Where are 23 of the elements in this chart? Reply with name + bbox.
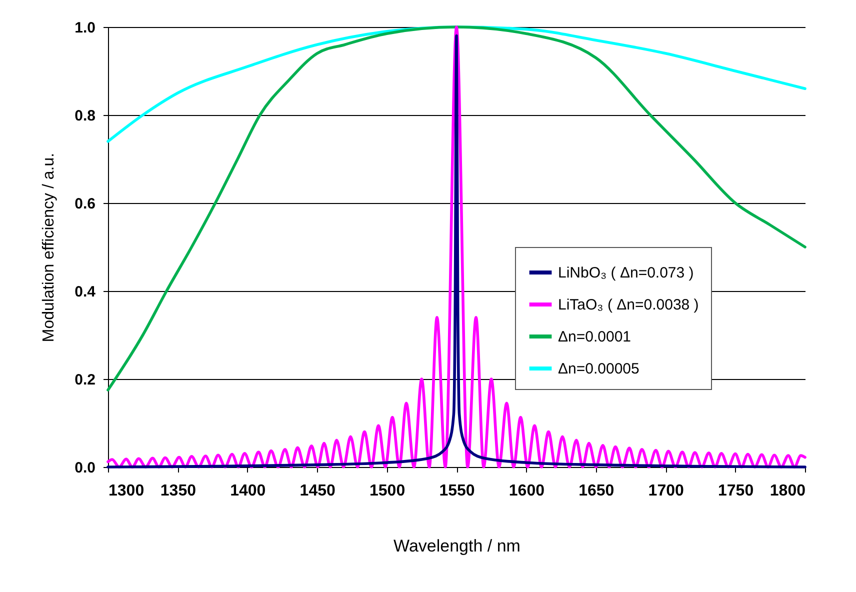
x-tick-label: 1500 (370, 482, 406, 500)
x-tick-label: 1600 (508, 482, 545, 500)
x-tick-label: 1350 (160, 482, 196, 500)
y-tick-label: 0.2 (74, 372, 96, 388)
x-tick-label: 1400 (230, 482, 266, 500)
x-tick-label: 1750 (718, 482, 754, 500)
y-tick-label: 0.6 (74, 196, 96, 212)
y-axis-title: Modulation efficiency / a.u. (40, 152, 58, 342)
x-tick-label: 1700 (648, 482, 684, 500)
x-tick-label: 1300 (108, 482, 144, 500)
y-tick-label: 0.8 (74, 108, 96, 124)
legend-label: LiTaO₃ ( Δn=0.0038 ) (558, 296, 699, 314)
x-tick-label: 1650 (578, 482, 614, 500)
legend-label: LiNbO₃ ( Δn=0.073 ) (558, 264, 694, 282)
x-tick-label: 1800 (770, 482, 806, 500)
y-tick-label: 1.0 (74, 20, 96, 36)
x-tick-label: 1550 (439, 482, 475, 500)
y-tick-label: 0.4 (74, 284, 96, 300)
x-axis-title: Wavelength / nm (394, 536, 520, 556)
x-tick-label: 1450 (300, 482, 336, 500)
legend-label: Δn=0.0001 (558, 328, 632, 346)
legend-label: Δn=0.00005 (558, 360, 640, 378)
y-tick-label: 0.0 (74, 460, 96, 476)
